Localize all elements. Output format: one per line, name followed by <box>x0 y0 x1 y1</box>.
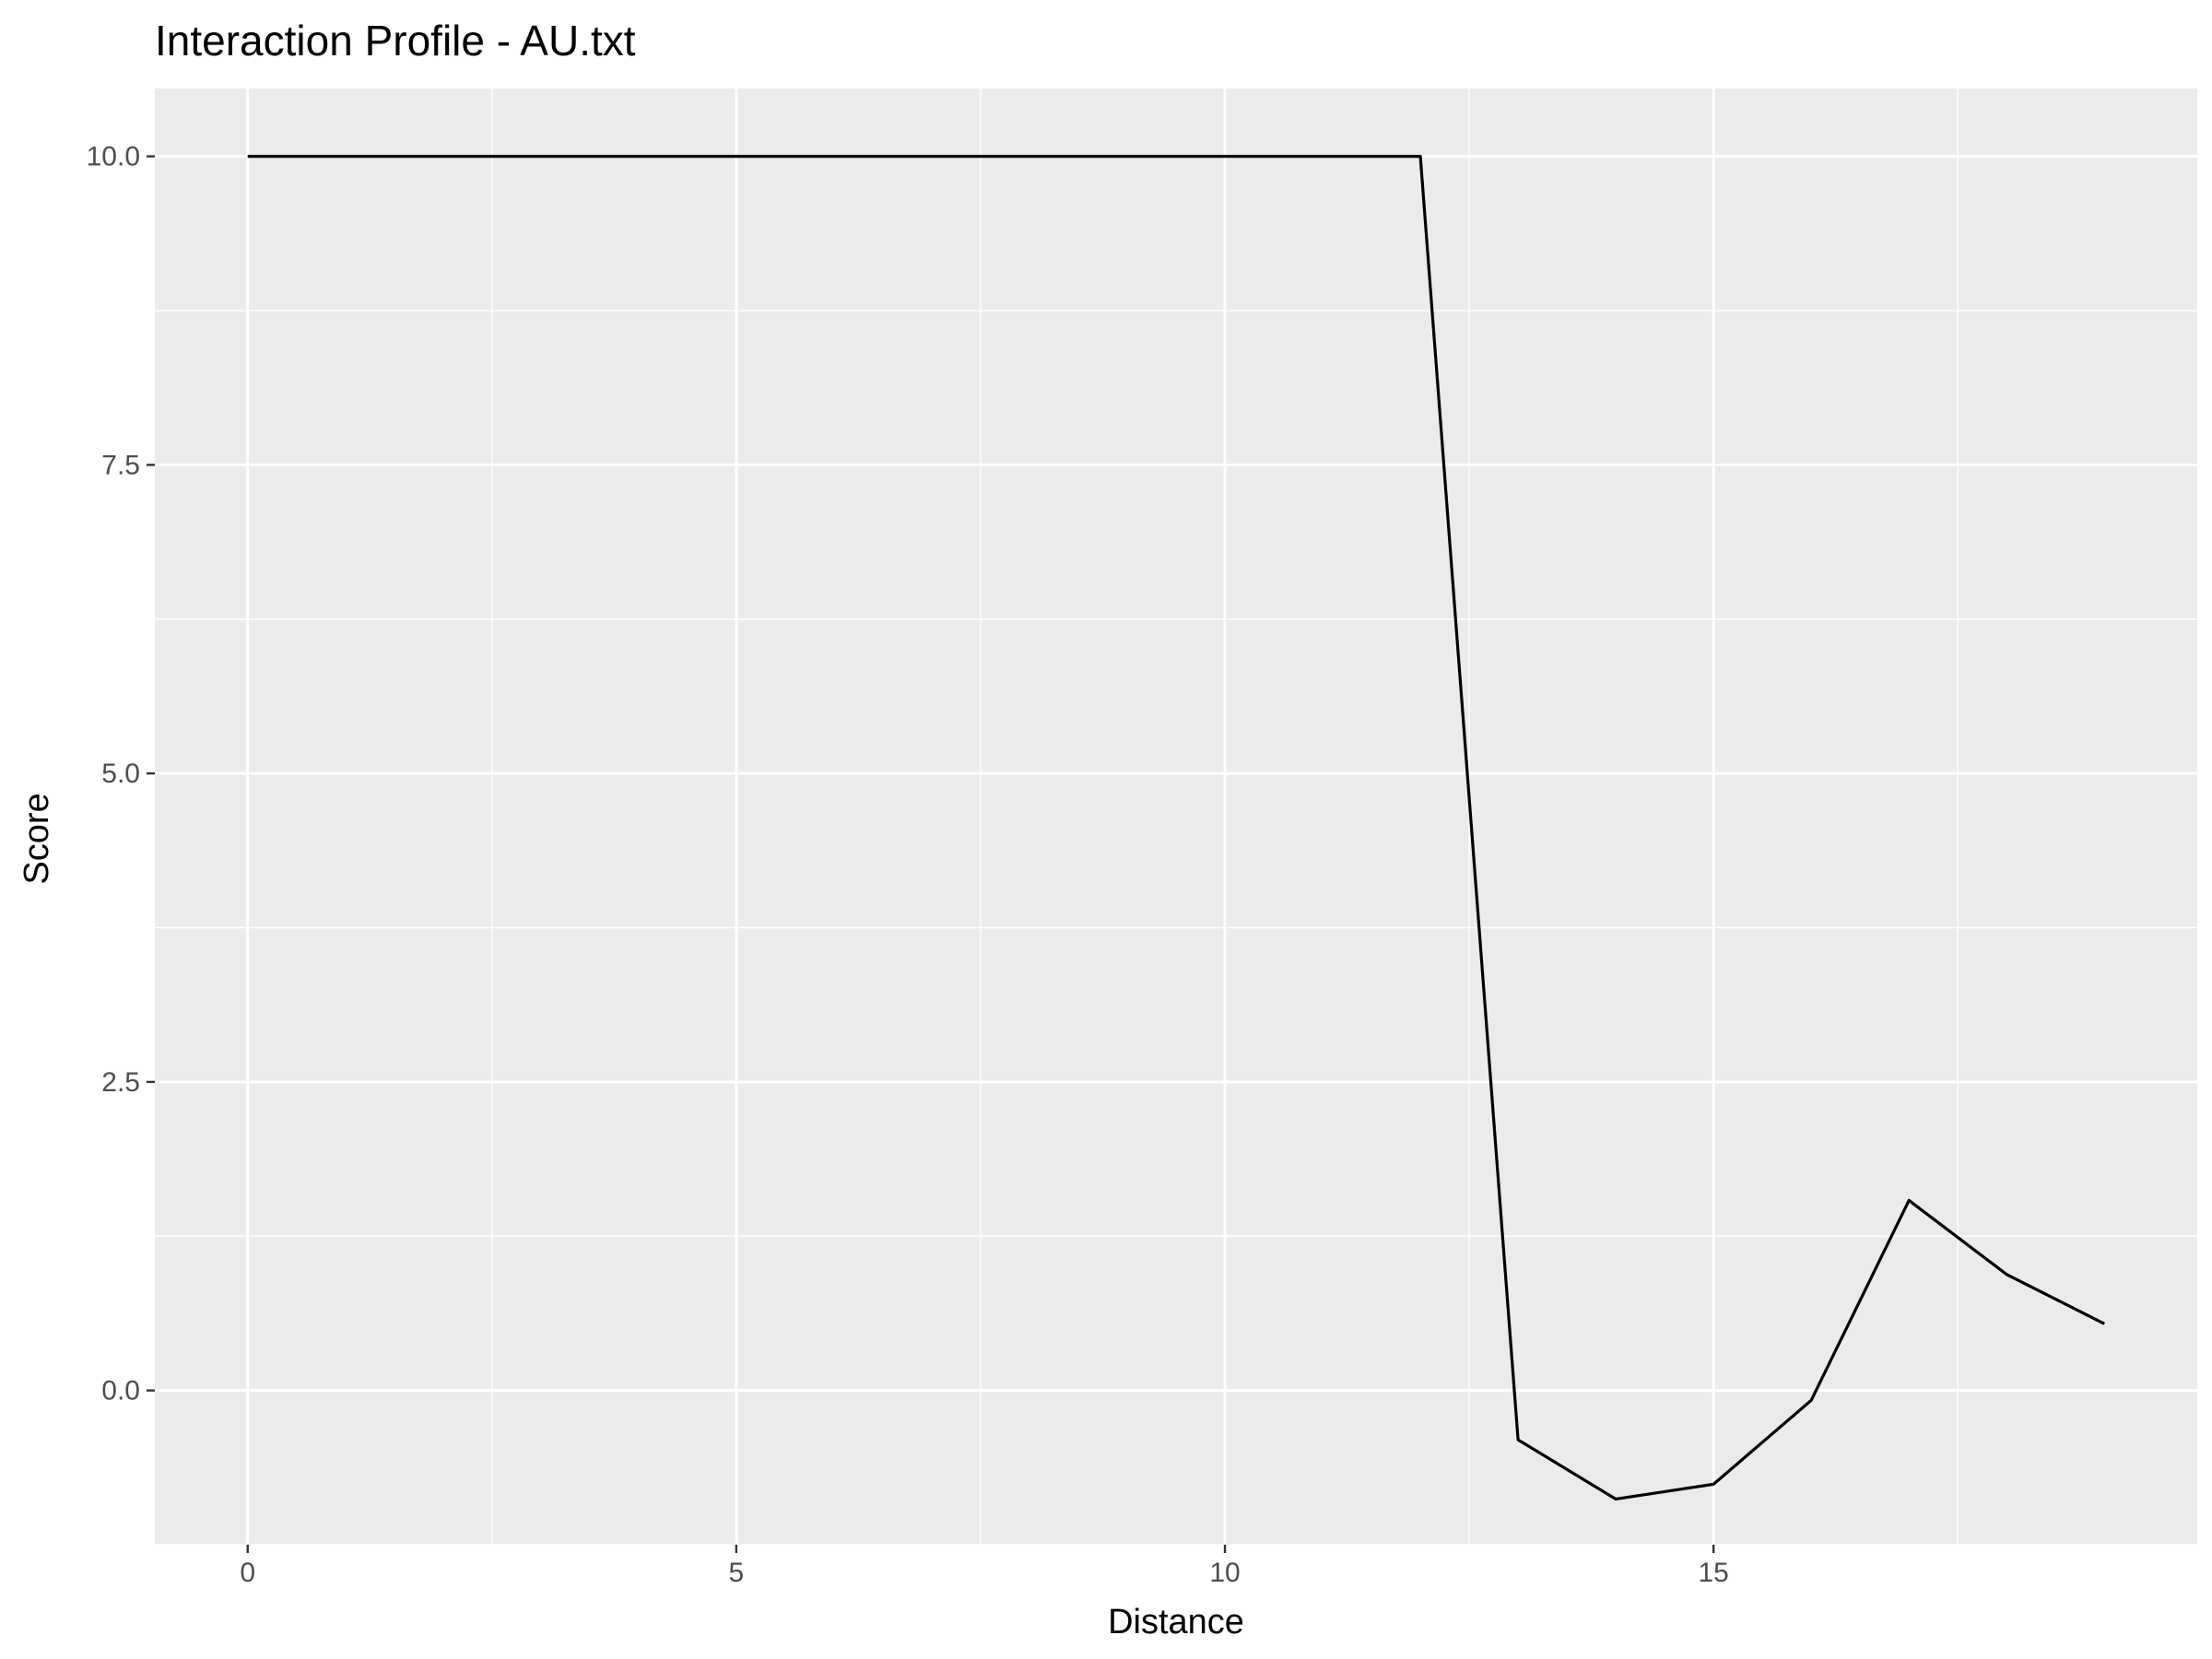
x-axis-label: Distance <box>1108 1603 1244 1641</box>
y-axis-label: Score <box>18 793 56 884</box>
y-tick-label: 5.0 <box>101 759 140 789</box>
tick-labels: 0 5 10 15 0.0 2.5 5.0 7.5 10.0 <box>87 142 1729 1588</box>
plot-panel <box>155 88 2197 1545</box>
series-line <box>247 155 2105 1501</box>
x-tick-label: 5 <box>729 1558 745 1588</box>
axis-ticks <box>147 155 1715 1553</box>
series-layer <box>247 155 2105 1501</box>
x-tick-label: 15 <box>1698 1558 1728 1588</box>
y-tick-label: 7.5 <box>101 450 140 480</box>
chart-title: Interaction Profile - AU.txt <box>155 17 636 65</box>
x-tick-label: 0 <box>240 1558 255 1588</box>
y-tick-label: 10.0 <box>87 142 140 172</box>
y-tick-label: 0.0 <box>101 1376 140 1406</box>
x-tick-label: 10 <box>1209 1558 1240 1588</box>
y-tick-label: 2.5 <box>101 1067 140 1098</box>
